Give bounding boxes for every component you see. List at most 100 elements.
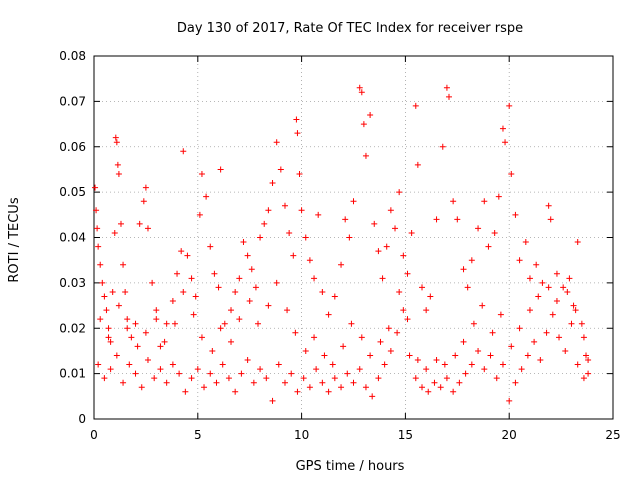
data-point bbox=[358, 334, 365, 341]
data-point bbox=[149, 279, 156, 286]
data-point bbox=[452, 352, 459, 359]
data-point bbox=[209, 347, 216, 354]
data-point bbox=[499, 125, 506, 132]
data-point bbox=[481, 198, 488, 205]
data-point bbox=[319, 379, 326, 386]
data-point bbox=[431, 379, 438, 386]
data-point bbox=[356, 84, 363, 91]
data-point bbox=[356, 366, 363, 373]
data-point bbox=[138, 384, 145, 391]
data-point bbox=[144, 357, 151, 364]
data-point bbox=[142, 184, 149, 191]
data-point bbox=[261, 220, 268, 227]
data-point bbox=[171, 320, 178, 327]
data-point bbox=[105, 325, 112, 332]
data-point bbox=[269, 397, 276, 404]
data-point bbox=[228, 307, 235, 314]
y-tick-label: 0.03 bbox=[59, 276, 86, 290]
data-point bbox=[516, 257, 523, 264]
data-point bbox=[437, 384, 444, 391]
data-point bbox=[518, 366, 525, 373]
data-point bbox=[508, 170, 515, 177]
data-point bbox=[348, 320, 355, 327]
data-point bbox=[346, 234, 353, 241]
data-point bbox=[300, 375, 307, 382]
data-point bbox=[499, 361, 506, 368]
data-point bbox=[568, 320, 575, 327]
data-point bbox=[456, 379, 463, 386]
data-point bbox=[115, 170, 122, 177]
data-point bbox=[340, 343, 347, 350]
data-point bbox=[468, 361, 475, 368]
data-point bbox=[543, 329, 550, 336]
data-point bbox=[313, 366, 320, 373]
data-point bbox=[136, 220, 143, 227]
data-point bbox=[163, 379, 170, 386]
data-point bbox=[481, 366, 488, 373]
data-point bbox=[394, 329, 401, 336]
data-point bbox=[236, 316, 243, 323]
data-point bbox=[120, 379, 127, 386]
data-point bbox=[126, 361, 133, 368]
data-point bbox=[294, 130, 301, 137]
x-tick-label: 25 bbox=[605, 428, 620, 442]
data-point bbox=[427, 293, 434, 300]
data-point bbox=[178, 248, 185, 255]
data-point bbox=[443, 84, 450, 91]
data-point bbox=[404, 270, 411, 277]
data-point bbox=[103, 307, 110, 314]
data-point bbox=[252, 284, 259, 291]
data-point bbox=[489, 329, 496, 336]
data-point bbox=[325, 388, 332, 395]
data-point bbox=[350, 198, 357, 205]
data-point bbox=[375, 375, 382, 382]
data-point bbox=[572, 307, 579, 314]
data-point bbox=[244, 252, 251, 259]
data-point bbox=[275, 361, 282, 368]
data-point bbox=[225, 375, 232, 382]
data-point bbox=[240, 239, 247, 246]
data-point bbox=[369, 393, 376, 400]
data-point bbox=[414, 357, 421, 364]
data-point bbox=[414, 161, 421, 168]
y-tick-label: 0.08 bbox=[59, 49, 86, 63]
data-point bbox=[524, 352, 531, 359]
data-point bbox=[460, 338, 467, 345]
data-point bbox=[433, 216, 440, 223]
data-point bbox=[97, 316, 104, 323]
data-point bbox=[215, 284, 222, 291]
data-point bbox=[93, 207, 100, 214]
x-tick-label: 10 bbox=[294, 428, 309, 442]
data-point bbox=[311, 275, 318, 282]
data-point bbox=[99, 279, 106, 286]
data-point bbox=[207, 243, 214, 250]
data-point bbox=[94, 225, 101, 232]
data-point bbox=[493, 375, 500, 382]
data-point bbox=[419, 284, 426, 291]
data-point bbox=[236, 275, 243, 282]
data-point bbox=[161, 338, 168, 345]
data-point bbox=[387, 347, 394, 354]
data-point bbox=[157, 366, 164, 373]
data-point bbox=[114, 161, 121, 168]
x-tick-label: 15 bbox=[398, 428, 413, 442]
data-point bbox=[257, 366, 264, 373]
data-point bbox=[564, 288, 571, 295]
data-point bbox=[306, 257, 313, 264]
data-point bbox=[180, 288, 187, 295]
data-point bbox=[319, 288, 326, 295]
data-point bbox=[140, 198, 147, 205]
data-point bbox=[107, 366, 114, 373]
data-point bbox=[329, 361, 336, 368]
x-tick-label: 5 bbox=[194, 428, 202, 442]
data-point bbox=[157, 343, 164, 350]
data-point bbox=[387, 207, 394, 214]
data-point bbox=[113, 139, 120, 146]
chart-title: Day 130 of 2017, Rate Of TEC Index for r… bbox=[177, 21, 523, 36]
data-point bbox=[358, 89, 365, 96]
data-point bbox=[379, 275, 386, 282]
data-point bbox=[221, 320, 228, 327]
data-point bbox=[298, 207, 305, 214]
data-point bbox=[180, 148, 187, 155]
data-point bbox=[578, 320, 585, 327]
